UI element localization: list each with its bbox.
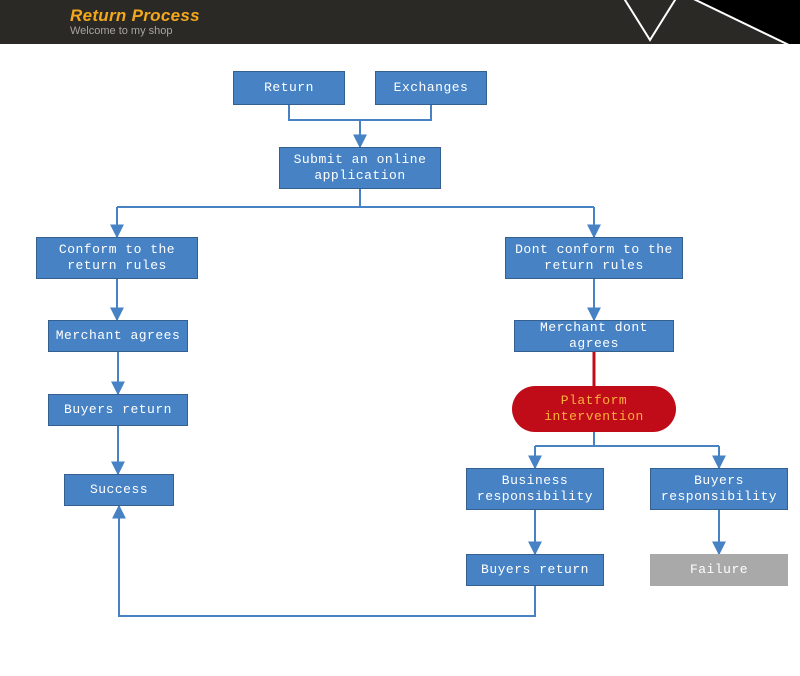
node-mdont: Merchant dont agrees bbox=[514, 320, 674, 352]
node-return: Return bbox=[233, 71, 345, 105]
node-breturn2: Buyers return bbox=[466, 554, 604, 586]
node-breturn1: Buyers return bbox=[48, 394, 188, 426]
node-failure: Failure bbox=[650, 554, 788, 586]
header-decoration bbox=[540, 0, 800, 44]
node-exchanges: Exchanges bbox=[375, 71, 487, 105]
header: Return Process Welcome to my shop bbox=[0, 0, 800, 44]
flowchart-canvas: Return Exchanges Submit an onlineapplicati… bbox=[0, 44, 800, 676]
node-platform: Platformintervention bbox=[512, 386, 676, 432]
node-success: Success bbox=[64, 474, 174, 506]
node-dontconform: Dont conform to thereturn rules bbox=[505, 237, 683, 279]
node-brresp: Buyersresponsibility bbox=[650, 468, 788, 510]
node-conform: Conform to thereturn rules bbox=[36, 237, 198, 279]
node-bresp: Businessresponsibility bbox=[466, 468, 604, 510]
node-submit: Submit an onlineapplication bbox=[279, 147, 441, 189]
node-magrees: Merchant agrees bbox=[48, 320, 188, 352]
